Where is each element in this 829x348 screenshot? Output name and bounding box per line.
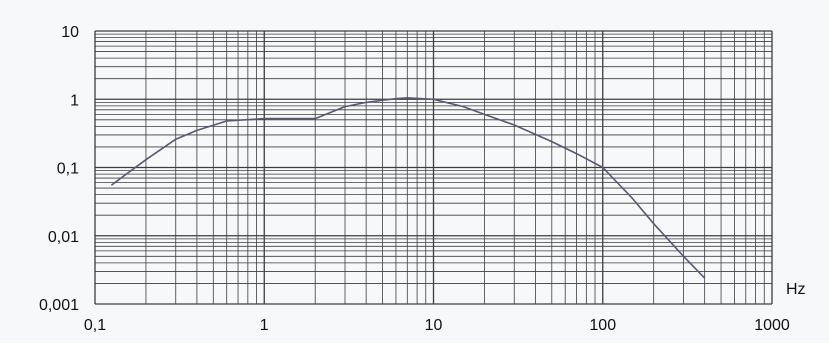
x-tick-label: 0,1	[84, 317, 106, 334]
tick-labels: 0,1 1 10 100 1000 10 1 0,1 0,01 0,001	[39, 24, 790, 334]
series-lines	[110, 97, 706, 279]
y-tick-label: 0,01	[48, 229, 79, 246]
y-tick-label: 0,1	[57, 161, 79, 178]
x-axis-label: Hz	[786, 281, 806, 298]
series-line	[110, 97, 706, 279]
y-tick-label: 1	[70, 92, 79, 109]
y-tick-label: 0,001	[39, 297, 79, 314]
x-tick-label: 1	[260, 317, 269, 334]
grid-lines	[94, 30, 773, 305]
y-tick-label: 10	[61, 24, 79, 41]
x-tick-label: 10	[425, 317, 443, 334]
x-tick-label: 100	[589, 317, 616, 334]
x-tick-label: 1000	[754, 317, 790, 334]
